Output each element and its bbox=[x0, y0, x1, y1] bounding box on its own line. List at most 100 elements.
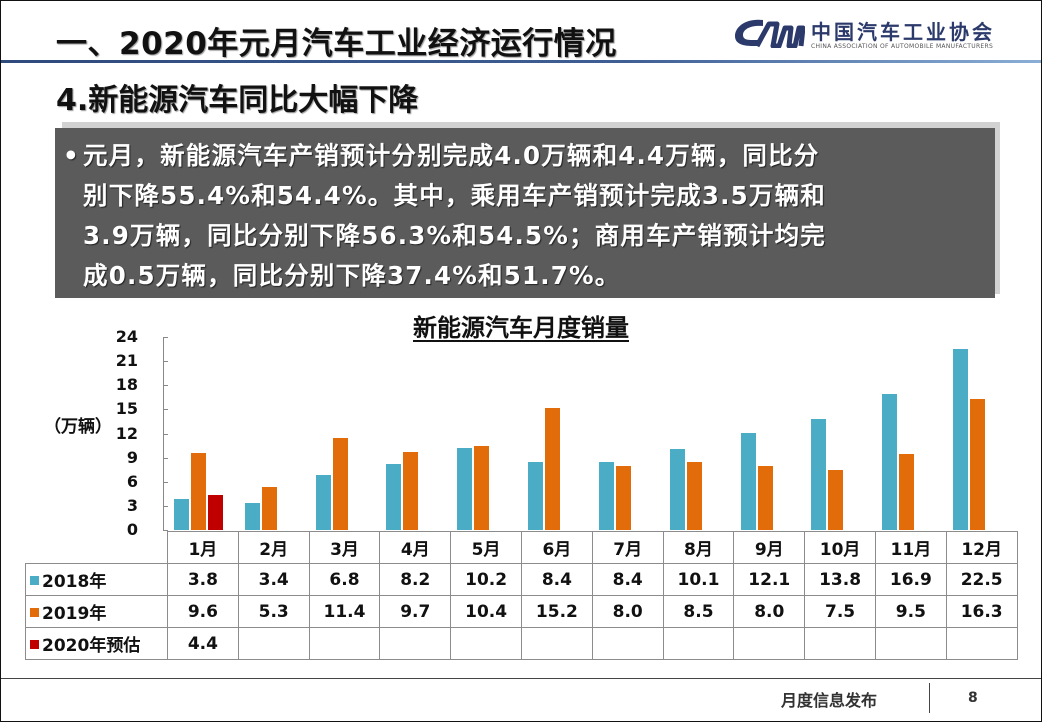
y-tick-mark bbox=[163, 385, 168, 386]
table-cell: 22.5 bbox=[945, 563, 1018, 596]
y-tick-mark bbox=[163, 482, 168, 483]
y-tick-mark bbox=[163, 506, 168, 507]
table-cell: 8.5 bbox=[662, 595, 735, 628]
table-cell: 16.3 bbox=[945, 595, 1018, 628]
table-cell bbox=[308, 627, 381, 660]
bar-2018年 bbox=[669, 448, 685, 530]
footer-label: 月度信息发布 bbox=[781, 691, 878, 710]
table-header-cell: 2月 bbox=[237, 531, 310, 564]
footer-divider bbox=[1, 678, 1041, 679]
data-table: 1月 2月 3月 4月 5月 6月 7月 8月 9月 10月 11月 12月 2018年 3.8 3.4 6.… bbox=[25, 531, 1018, 660]
logo-name-cn: 中国汽车工业协会 bbox=[811, 20, 995, 44]
bar-2018年 bbox=[740, 432, 756, 530]
table-row: 2018年 3.8 3.4 6.8 8.2 10.2 8.4 8.4 10.1 12.1 13.8 1… bbox=[25, 563, 1018, 596]
bar-2019年 bbox=[899, 453, 915, 530]
table-cell: 8.4 bbox=[591, 563, 664, 596]
bullet-icon: • bbox=[63, 141, 80, 170]
table-header-cell: 7月 bbox=[591, 531, 664, 564]
y-tick-label: 15 bbox=[115, 399, 138, 419]
page-number: 8 bbox=[968, 690, 978, 706]
bar-2019年 bbox=[261, 487, 277, 530]
y-tick-mark bbox=[163, 458, 168, 459]
section-subtitle: 4.新能源汽车同比大幅下降 bbox=[56, 83, 419, 118]
bar-2018年 bbox=[811, 419, 827, 530]
table-cell: 9.7 bbox=[379, 595, 452, 628]
y-axis-line bbox=[163, 337, 164, 531]
table-cell bbox=[237, 627, 310, 660]
table-cell bbox=[450, 627, 522, 660]
summary-line: 成0.5万辆，同比分别下降37.4%和51.7%。 bbox=[83, 261, 621, 290]
table-header-cell: 8月 bbox=[662, 531, 735, 564]
table-cell: 10.1 bbox=[662, 563, 735, 596]
table-row: 2020年预估 4.4 bbox=[25, 627, 1018, 660]
y-tick-label: 24 bbox=[115, 327, 138, 346]
y-axis-label: （万辆） bbox=[44, 417, 112, 437]
footer-separator bbox=[929, 683, 930, 713]
bar-2018年 bbox=[386, 464, 402, 530]
bar-2019年 bbox=[403, 452, 419, 530]
legend-swatch-icon bbox=[30, 576, 39, 585]
y-tick-mark bbox=[163, 530, 168, 531]
bar-2018年 bbox=[315, 475, 331, 530]
y-tick-label: 6 bbox=[126, 471, 138, 491]
bar-2019年 bbox=[686, 461, 702, 530]
table-cell: 5.3 bbox=[237, 595, 310, 628]
table-cell: 16.9 bbox=[874, 563, 947, 596]
table-cell: 4.4 bbox=[167, 627, 239, 660]
table-cell: 6.8 bbox=[308, 563, 381, 596]
table-cell: 3.4 bbox=[237, 563, 310, 596]
table-cell: 8.2 bbox=[379, 563, 452, 596]
y-tick-mark bbox=[163, 434, 168, 435]
summary-paragraph: • 元月，新能源汽车产销预计分别完成4.0万辆和4.4万辆，同比分 别下降55.… bbox=[63, 136, 985, 296]
table-cell bbox=[804, 627, 876, 660]
bar-2018年 bbox=[528, 462, 544, 530]
bar-2020年预估 bbox=[207, 494, 223, 530]
table-header-cell: 4月 bbox=[379, 531, 452, 564]
summary-box: • 元月，新能源汽车产销预计分别完成4.0万辆和4.4万辆，同比分 别下降55.… bbox=[55, 128, 995, 298]
table-header-cell: 11月 bbox=[874, 531, 947, 564]
table-cell: 13.8 bbox=[804, 563, 876, 596]
chart-title: 新能源汽车月度销量 bbox=[413, 314, 629, 342]
y-tick-label: 18 bbox=[115, 375, 138, 395]
y-tick-label: 0 bbox=[126, 520, 138, 539]
legend-label: 2020年预估 bbox=[25, 627, 168, 660]
bar-2018年 bbox=[457, 447, 473, 530]
y-tick-mark bbox=[163, 361, 168, 362]
y-tick-mark bbox=[163, 409, 168, 410]
summary-line: 别下降55.4%和54.4%。其中，乘用车产销预计完成3.5万辆和 bbox=[83, 181, 826, 210]
bar-2019年 bbox=[545, 407, 561, 530]
bar-2018年 bbox=[953, 349, 969, 530]
table-cell: 11.4 bbox=[308, 595, 381, 628]
table-row: 2019年 9.6 5.3 11.4 9.7 10.4 15.2 8.0 8.5 8.0 7.5 9.… bbox=[25, 595, 1018, 628]
table-header-cell: 1月 bbox=[167, 531, 239, 564]
bar-plot-area bbox=[163, 337, 1013, 530]
bar-2018年 bbox=[598, 462, 614, 530]
table-cell: 8.0 bbox=[733, 595, 806, 628]
page-title: 一、2020年元月汽车工业经济运行情况 bbox=[56, 26, 617, 62]
bar-2019年 bbox=[970, 398, 986, 530]
y-tick-label: 21 bbox=[115, 351, 138, 371]
y-tick-label: 12 bbox=[115, 423, 138, 443]
table-corner bbox=[25, 531, 168, 564]
y-tick-label: 3 bbox=[126, 495, 138, 515]
table-cell bbox=[945, 627, 1018, 660]
legend-swatch-icon bbox=[30, 640, 39, 649]
table-cell bbox=[733, 627, 806, 660]
y-tick-label: 9 bbox=[126, 447, 138, 467]
table-cell: 10.4 bbox=[450, 595, 522, 628]
table-cell: 15.2 bbox=[520, 595, 593, 628]
bar-2018年 bbox=[244, 502, 260, 530]
bar-2019年 bbox=[332, 438, 348, 530]
table-cell: 8.4 bbox=[520, 563, 593, 596]
table-header-cell: 5月 bbox=[450, 531, 522, 564]
table-cell: 3.8 bbox=[167, 563, 239, 596]
logo-name-en: CHINA ASSOCIATION OF AUTOMOBILE MANUFACT… bbox=[811, 43, 994, 50]
legend-label: 2018年 bbox=[25, 563, 168, 596]
table-cell bbox=[591, 627, 664, 660]
table-header-cell: 9月 bbox=[733, 531, 806, 564]
legend-swatch-icon bbox=[30, 608, 39, 617]
bar-2018年 bbox=[882, 394, 898, 530]
table-cell: 9.6 bbox=[167, 595, 239, 628]
table-cell bbox=[379, 627, 452, 660]
y-tick-mark bbox=[163, 337, 168, 338]
